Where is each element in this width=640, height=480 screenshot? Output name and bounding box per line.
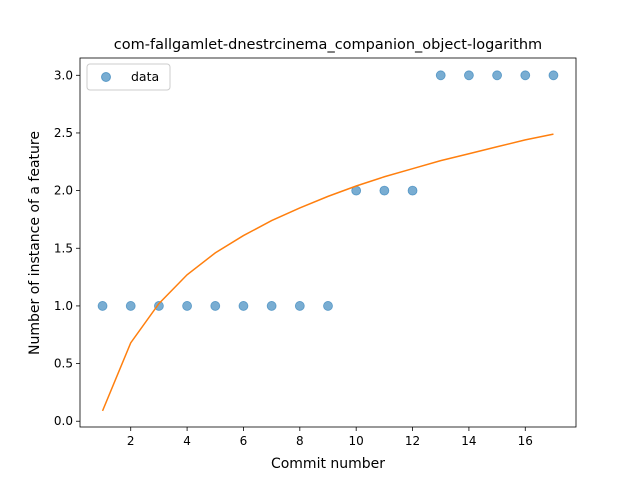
data-point (97, 301, 108, 311)
y-tick-label: 1.0 (54, 299, 73, 313)
plot-area: 2 4 6 8 10 12 14 16 0.0 0.5 1.0 1.5 2.0 2.5 3.0 (54, 57, 577, 448)
y-tick-label: 2.5 (54, 126, 73, 140)
x-tick-label: 4 (183, 434, 191, 448)
x-tick-label: 6 (240, 434, 248, 448)
y-tick-label: 0.0 (54, 414, 73, 428)
data-point (323, 301, 333, 311)
data-point (435, 70, 446, 81)
y-tick-label: 0.5 (54, 357, 73, 371)
data-point (294, 301, 305, 311)
data-point (520, 70, 531, 81)
y-tick-label: 1.5 (54, 241, 73, 255)
fit-line (101, 133, 554, 412)
y-tick-label: 2.0 (54, 184, 73, 198)
axes-frame (79, 57, 577, 428)
legend: data (86, 63, 171, 91)
x-axis-label: Commit number (271, 456, 385, 472)
x-tick-label: 16 (518, 434, 533, 448)
data-point (492, 70, 502, 81)
data-point (548, 70, 559, 81)
data-point (238, 301, 249, 311)
data-point (266, 301, 277, 311)
data-point (464, 70, 474, 81)
legend-box (86, 63, 171, 91)
y-axis-label: Number of instance of a feature (27, 131, 43, 355)
x-tick-label: 10 (349, 434, 364, 448)
data-point (210, 301, 221, 311)
legend-marker-data (101, 72, 111, 82)
data-point (407, 185, 418, 196)
x-tick-label: 14 (461, 434, 476, 448)
data-point (182, 301, 192, 311)
x-tick-label: 12 (405, 434, 420, 448)
chart-title: com-fallgamlet-dnestrcinema_companion_ob… (114, 37, 542, 53)
data-point (125, 301, 136, 311)
legend-label-data: data (131, 69, 159, 84)
x-tick-label: 2 (127, 434, 135, 448)
x-tick-label: 8 (296, 434, 304, 448)
data-point (379, 185, 390, 196)
y-tick-label: 3.0 (54, 68, 73, 82)
data-point (154, 301, 164, 311)
